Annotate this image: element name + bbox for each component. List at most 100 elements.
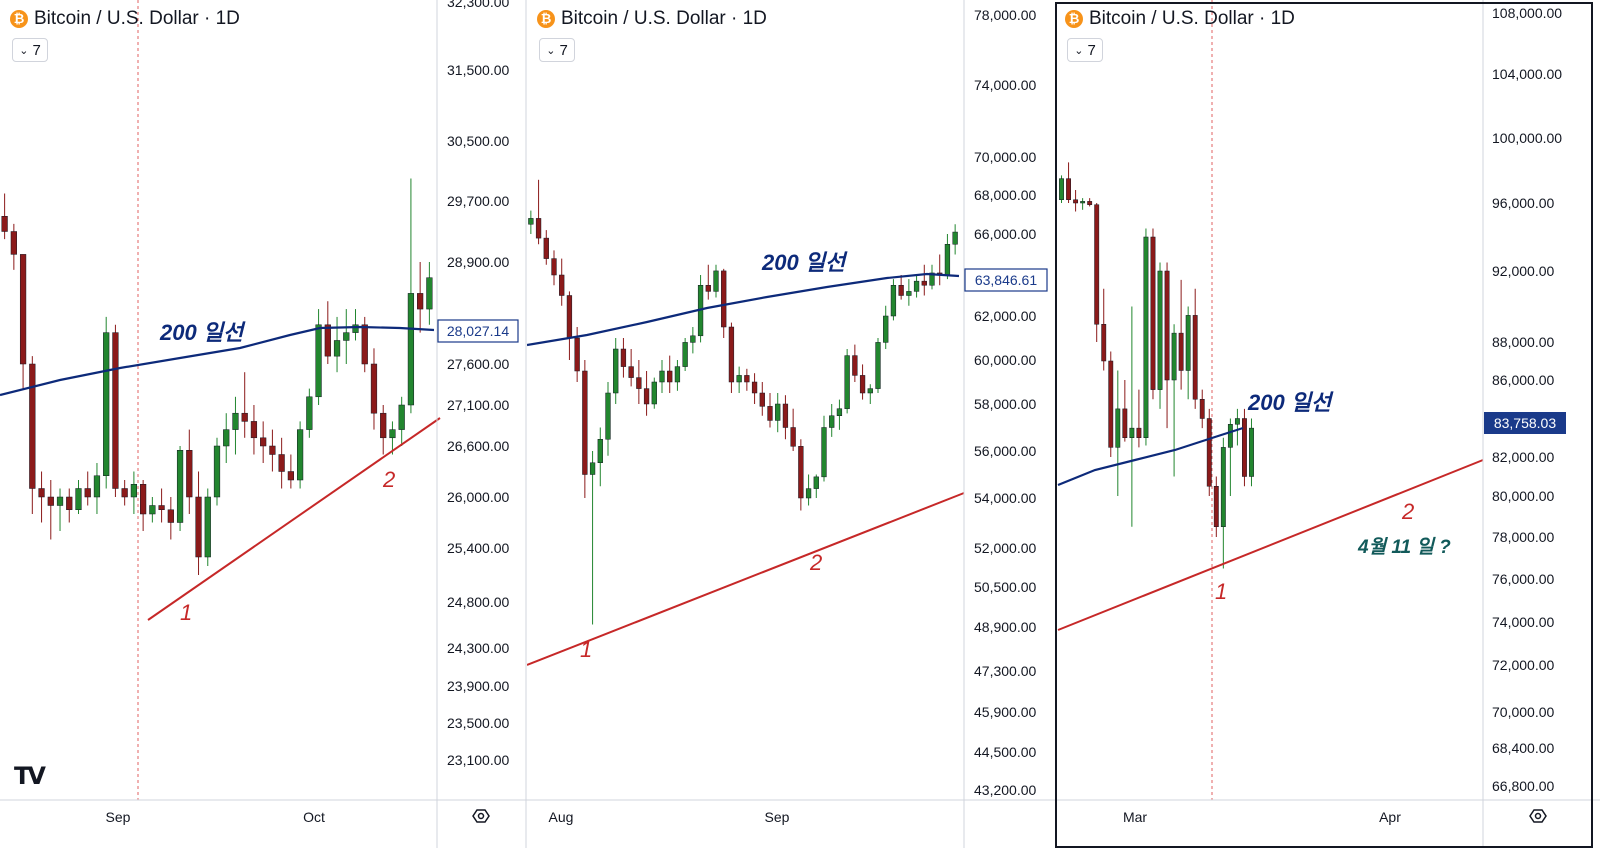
price-axis: 108,000.00 104,000.00 100,000.00 96,000.00 9…: [1492, 5, 1562, 794]
price-tick-label: 31,500.00: [447, 62, 509, 78]
price-tick-label: 23,100.00: [447, 752, 509, 768]
candles-layer: [528, 179, 958, 625]
price-tick-label: 48,900.00: [974, 619, 1036, 635]
candle: [398, 396, 405, 446]
candle: [883, 305, 889, 349]
trendline: [527, 492, 965, 666]
candle-body: [1199, 399, 1205, 419]
candle: [1, 193, 8, 240]
price-tick-label: 66,800.00: [1492, 778, 1554, 794]
candle: [651, 377, 657, 409]
candle: [278, 437, 285, 489]
candle-body: [1094, 204, 1100, 325]
price-tick-label: 32,300.00: [447, 0, 509, 10]
chevron-down-icon: ⌄: [19, 44, 29, 57]
candle: [223, 413, 230, 463]
price-tick-label: 78,000.00: [1492, 529, 1554, 545]
candle: [1108, 351, 1114, 457]
price-tick-label: 26,600.00: [447, 438, 509, 454]
candle-body: [705, 285, 711, 292]
candle: [306, 388, 313, 438]
candle: [195, 471, 202, 575]
candle: [829, 404, 835, 437]
candle-body: [1192, 315, 1198, 400]
candle-body: [782, 403, 789, 428]
candle: [759, 382, 765, 416]
price-tick-label: 43,200.00: [974, 782, 1036, 798]
candle-body: [352, 324, 359, 333]
candle-body: [566, 295, 573, 339]
price-tick-label: 29,700.00: [447, 193, 509, 209]
candle-body: [921, 280, 927, 286]
candle: [1157, 262, 1163, 409]
candle-body: [204, 496, 211, 558]
candle: [417, 262, 424, 333]
candle: [1059, 175, 1064, 203]
price-tick-label: 28,900.00: [447, 254, 509, 270]
symbol-header[interactable]: ₿ Bitcoin / U.S. Dollar · 1D: [10, 8, 240, 30]
candle-body: [582, 370, 588, 475]
candle: [158, 488, 165, 523]
time-tick-label: Apr: [1379, 809, 1401, 825]
candle-body: [426, 277, 433, 310]
candle-body: [751, 381, 758, 394]
ma-label: 200 일선: [761, 250, 848, 275]
candle: [597, 427, 603, 487]
chart-panel-1[interactable]: 32,300.00 31,500.00 30,500.00 29,700.00 28,9…: [0, 0, 527, 848]
candle: [921, 264, 927, 296]
candle: [186, 429, 193, 514]
candle-body: [1080, 201, 1086, 204]
candle-body: [667, 370, 673, 383]
candle: [775, 393, 781, 433]
candle: [551, 250, 557, 286]
settings-icon[interactable]: [1529, 809, 1547, 823]
chart-panel-3[interactable]: 108,000.00 104,000.00 100,000.00 96,000.00 9…: [1055, 0, 1600, 848]
candle-body: [898, 285, 904, 296]
settings-icon[interactable]: [472, 809, 490, 823]
candle: [613, 338, 619, 404]
candle-body: [306, 396, 313, 430]
candle-body: [1115, 408, 1121, 448]
interval-toggle[interactable]: ⌄ 7: [539, 38, 575, 62]
symbol-header[interactable]: ₿ Bitcoin / U.S. Dollar · 1D: [537, 8, 767, 30]
candle: [380, 405, 387, 455]
candle: [813, 474, 819, 498]
candle-body: [56, 496, 64, 506]
candle-body: [84, 488, 91, 498]
symbol-title: Bitcoin / U.S. Dollar · 1D: [1089, 8, 1295, 29]
chart-canvas-2[interactable]: 78,000.00 74,000.00 70,000.00 68,000.00 66,0…: [527, 0, 1055, 848]
candle: [250, 405, 258, 455]
candle-body: [944, 244, 951, 276]
candle: [130, 471, 138, 514]
candle: [906, 279, 912, 306]
candle: [898, 275, 904, 300]
interval-toggle[interactable]: ⌄ 7: [12, 38, 48, 62]
chart-canvas-1[interactable]: 32,300.00 31,500.00 30,500.00 29,700.00 28,9…: [0, 0, 527, 848]
candle: [112, 324, 119, 497]
trendline: [147, 417, 441, 621]
candle-body: [1059, 178, 1064, 200]
candle: [790, 408, 796, 451]
candle-body: [952, 231, 958, 245]
candle-body: [103, 332, 110, 476]
candle-body: [269, 445, 276, 455]
candle: [1213, 476, 1219, 537]
candle-body: [1136, 427, 1142, 438]
candle-body: [674, 366, 681, 383]
interval-toggle[interactable]: ⌄ 7: [1067, 38, 1103, 62]
price-tick-label: 47,300.00: [974, 663, 1036, 679]
symbol-header[interactable]: ₿ Bitcoin / U.S. Dollar · 1D: [1065, 8, 1295, 30]
candle-body: [278, 454, 285, 472]
candle: [859, 364, 866, 400]
chart-canvas-3[interactable]: 108,000.00 104,000.00 100,000.00 96,000.00 9…: [1055, 0, 1600, 848]
candle: [66, 488, 73, 523]
candle-body: [1150, 236, 1156, 390]
chart-panel-2[interactable]: 78,000.00 74,000.00 70,000.00 68,000.00 66,0…: [527, 0, 1055, 848]
candle-body: [380, 412, 387, 439]
price-tick-label: 68,400.00: [1492, 740, 1554, 756]
candle: [296, 421, 304, 489]
candle: [241, 372, 248, 438]
candle-body: [728, 326, 735, 383]
price-tick-label: 92,000.00: [1492, 263, 1554, 279]
tradingview-logo[interactable]: TV: [14, 762, 46, 790]
